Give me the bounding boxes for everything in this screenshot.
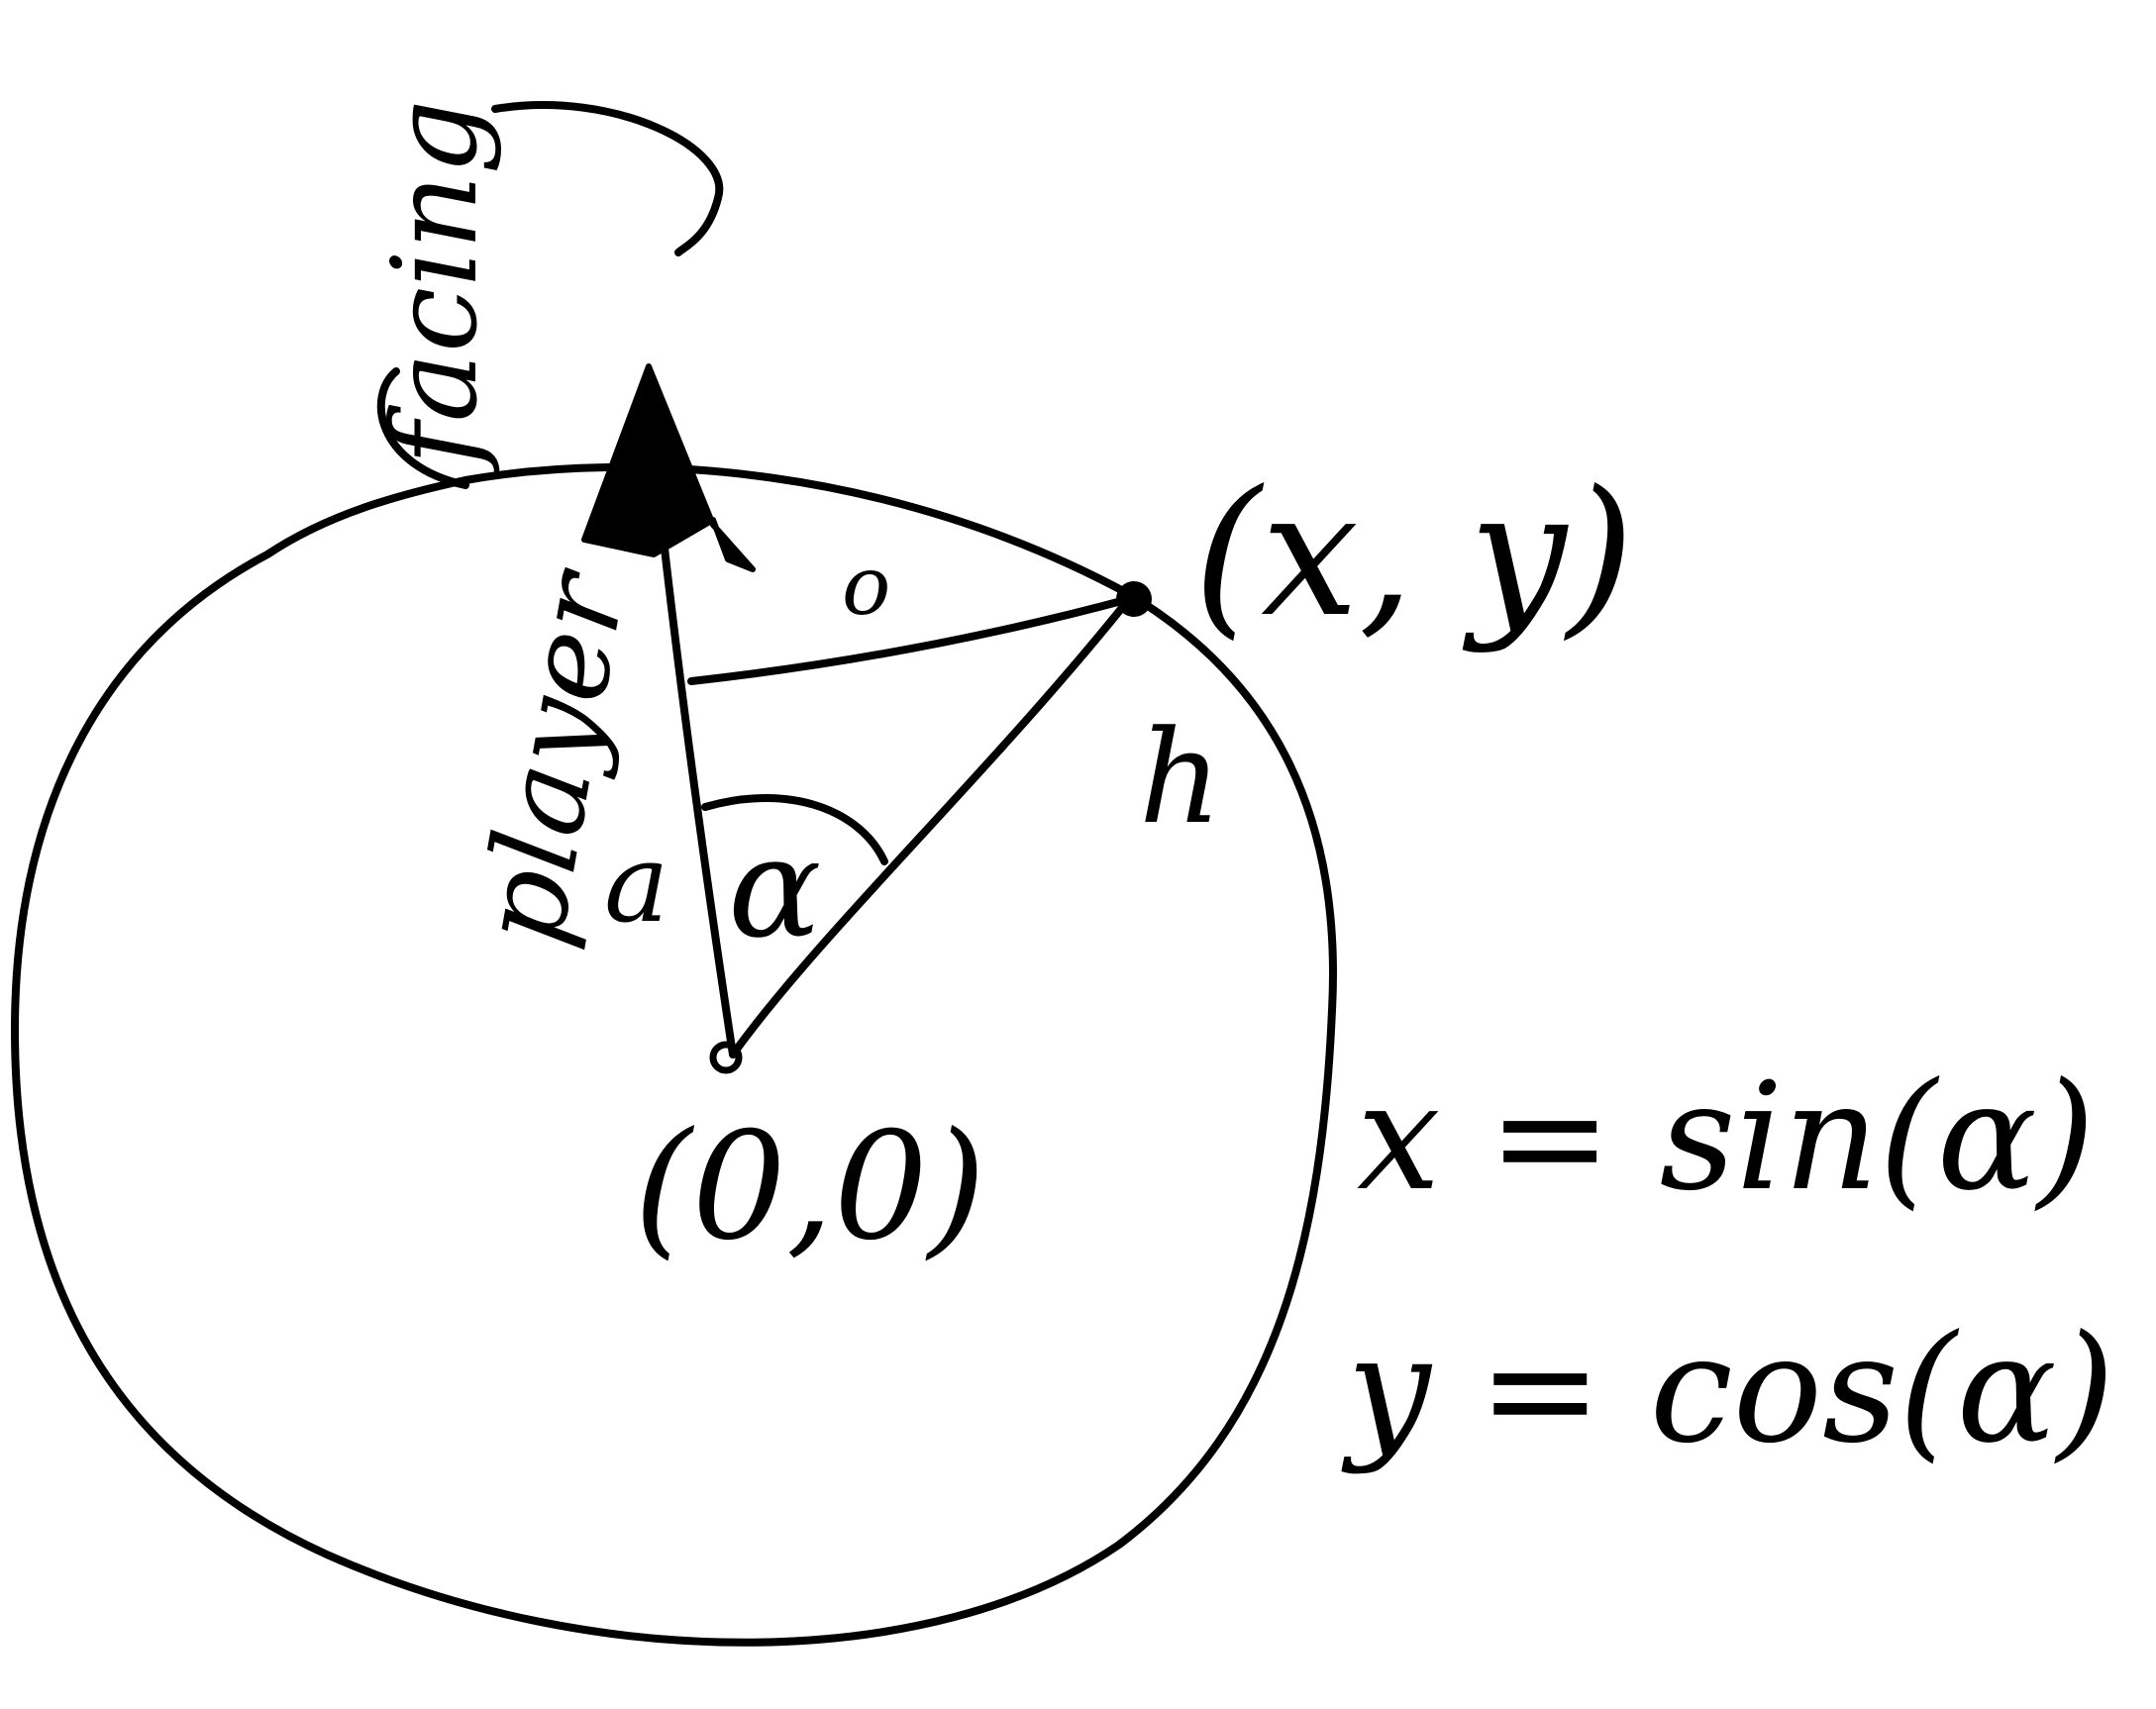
opposite-side (687, 595, 1133, 685)
label-angle: α (728, 808, 822, 969)
point-xy-marker (1116, 581, 1152, 617)
player-arrow-icon (581, 363, 756, 572)
hypotenuse-line (729, 595, 1133, 1058)
angle-arc (701, 794, 888, 865)
label-hypotenuse: h (1139, 702, 1222, 853)
formula-x: x = sin(α) (1357, 1052, 2096, 1224)
facing-bracket (491, 101, 724, 256)
formula-y: y = cos(α) (1341, 1304, 2114, 1476)
circle-outline (11, 462, 1337, 1647)
facing-curve (376, 367, 469, 489)
label-opposite: o (842, 540, 890, 634)
label-adjacent: a (604, 820, 669, 947)
label-origin: (0,0) (634, 1101, 986, 1273)
label-facing: facing (366, 100, 503, 473)
origin-marker (709, 1041, 743, 1074)
label-point-xy: (x, y) (1193, 454, 1634, 655)
facing-line (660, 536, 737, 1058)
